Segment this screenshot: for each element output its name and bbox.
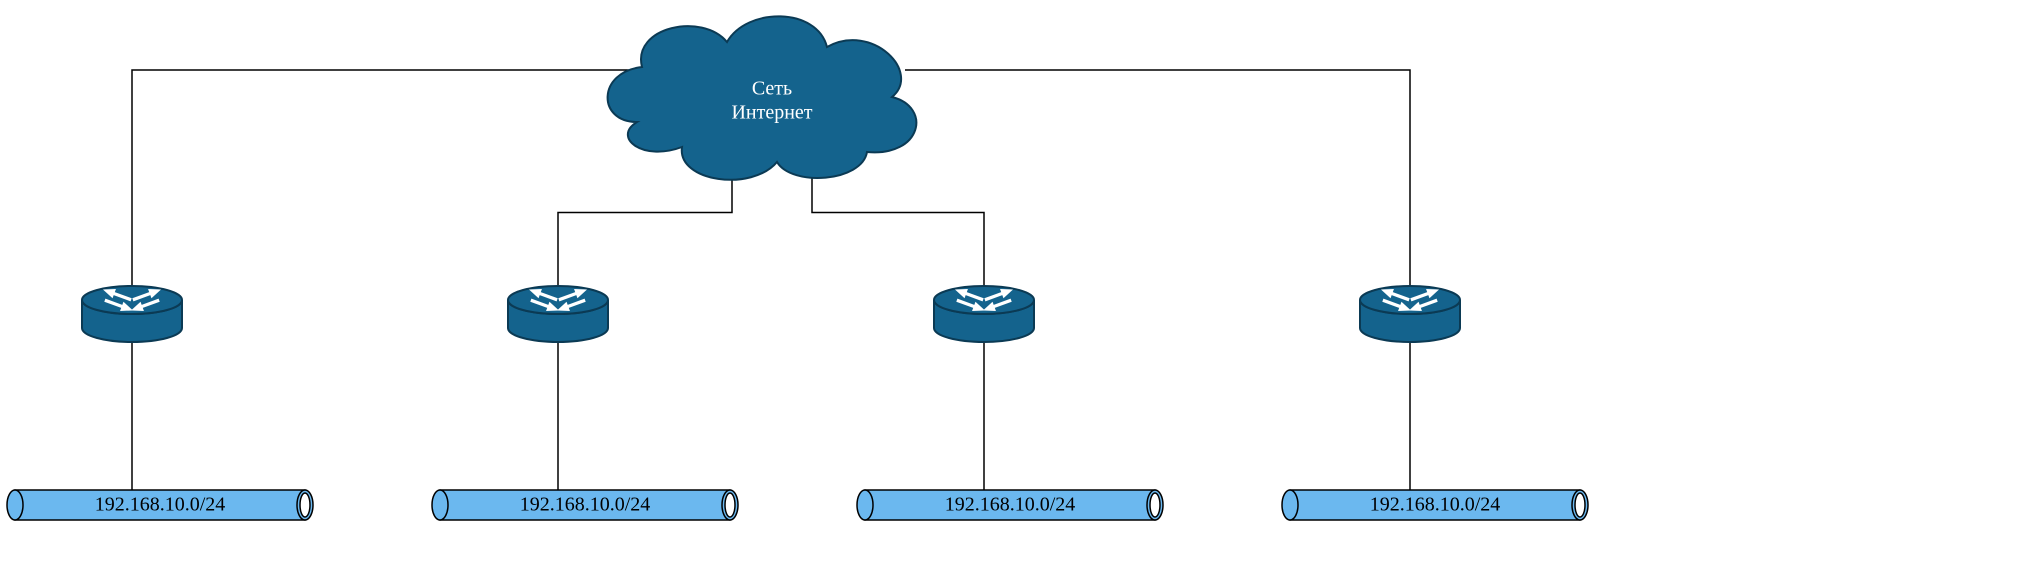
link-cloud-router xyxy=(558,165,732,290)
internet-cloud: СетьИнтернет xyxy=(608,16,917,179)
subnet-label: 192.168.10.0/24 xyxy=(945,494,1076,516)
subnet-bus: 192.168.10.0/24 xyxy=(857,490,1163,520)
subnet-label: 192.168.10.0/24 xyxy=(520,494,651,516)
router-icon xyxy=(82,285,182,342)
subnet-bus: 192.168.10.0/24 xyxy=(432,490,738,520)
subnet-label: 192.168.10.0/24 xyxy=(1370,494,1501,516)
link-cloud-router xyxy=(132,70,636,290)
link-cloud-router xyxy=(905,70,1410,290)
subnet-bus: 192.168.10.0/24 xyxy=(1282,490,1588,520)
router-icon xyxy=(508,285,608,342)
cloud-label-2: Интернет xyxy=(731,102,812,124)
subnet-label: 192.168.10.0/24 xyxy=(95,494,226,516)
router-icon xyxy=(1360,285,1460,342)
subnet-bus: 192.168.10.0/24 xyxy=(7,490,313,520)
router-icon xyxy=(934,285,1034,342)
cloud-label-1: Сеть xyxy=(752,78,792,100)
link-cloud-router xyxy=(812,165,984,290)
